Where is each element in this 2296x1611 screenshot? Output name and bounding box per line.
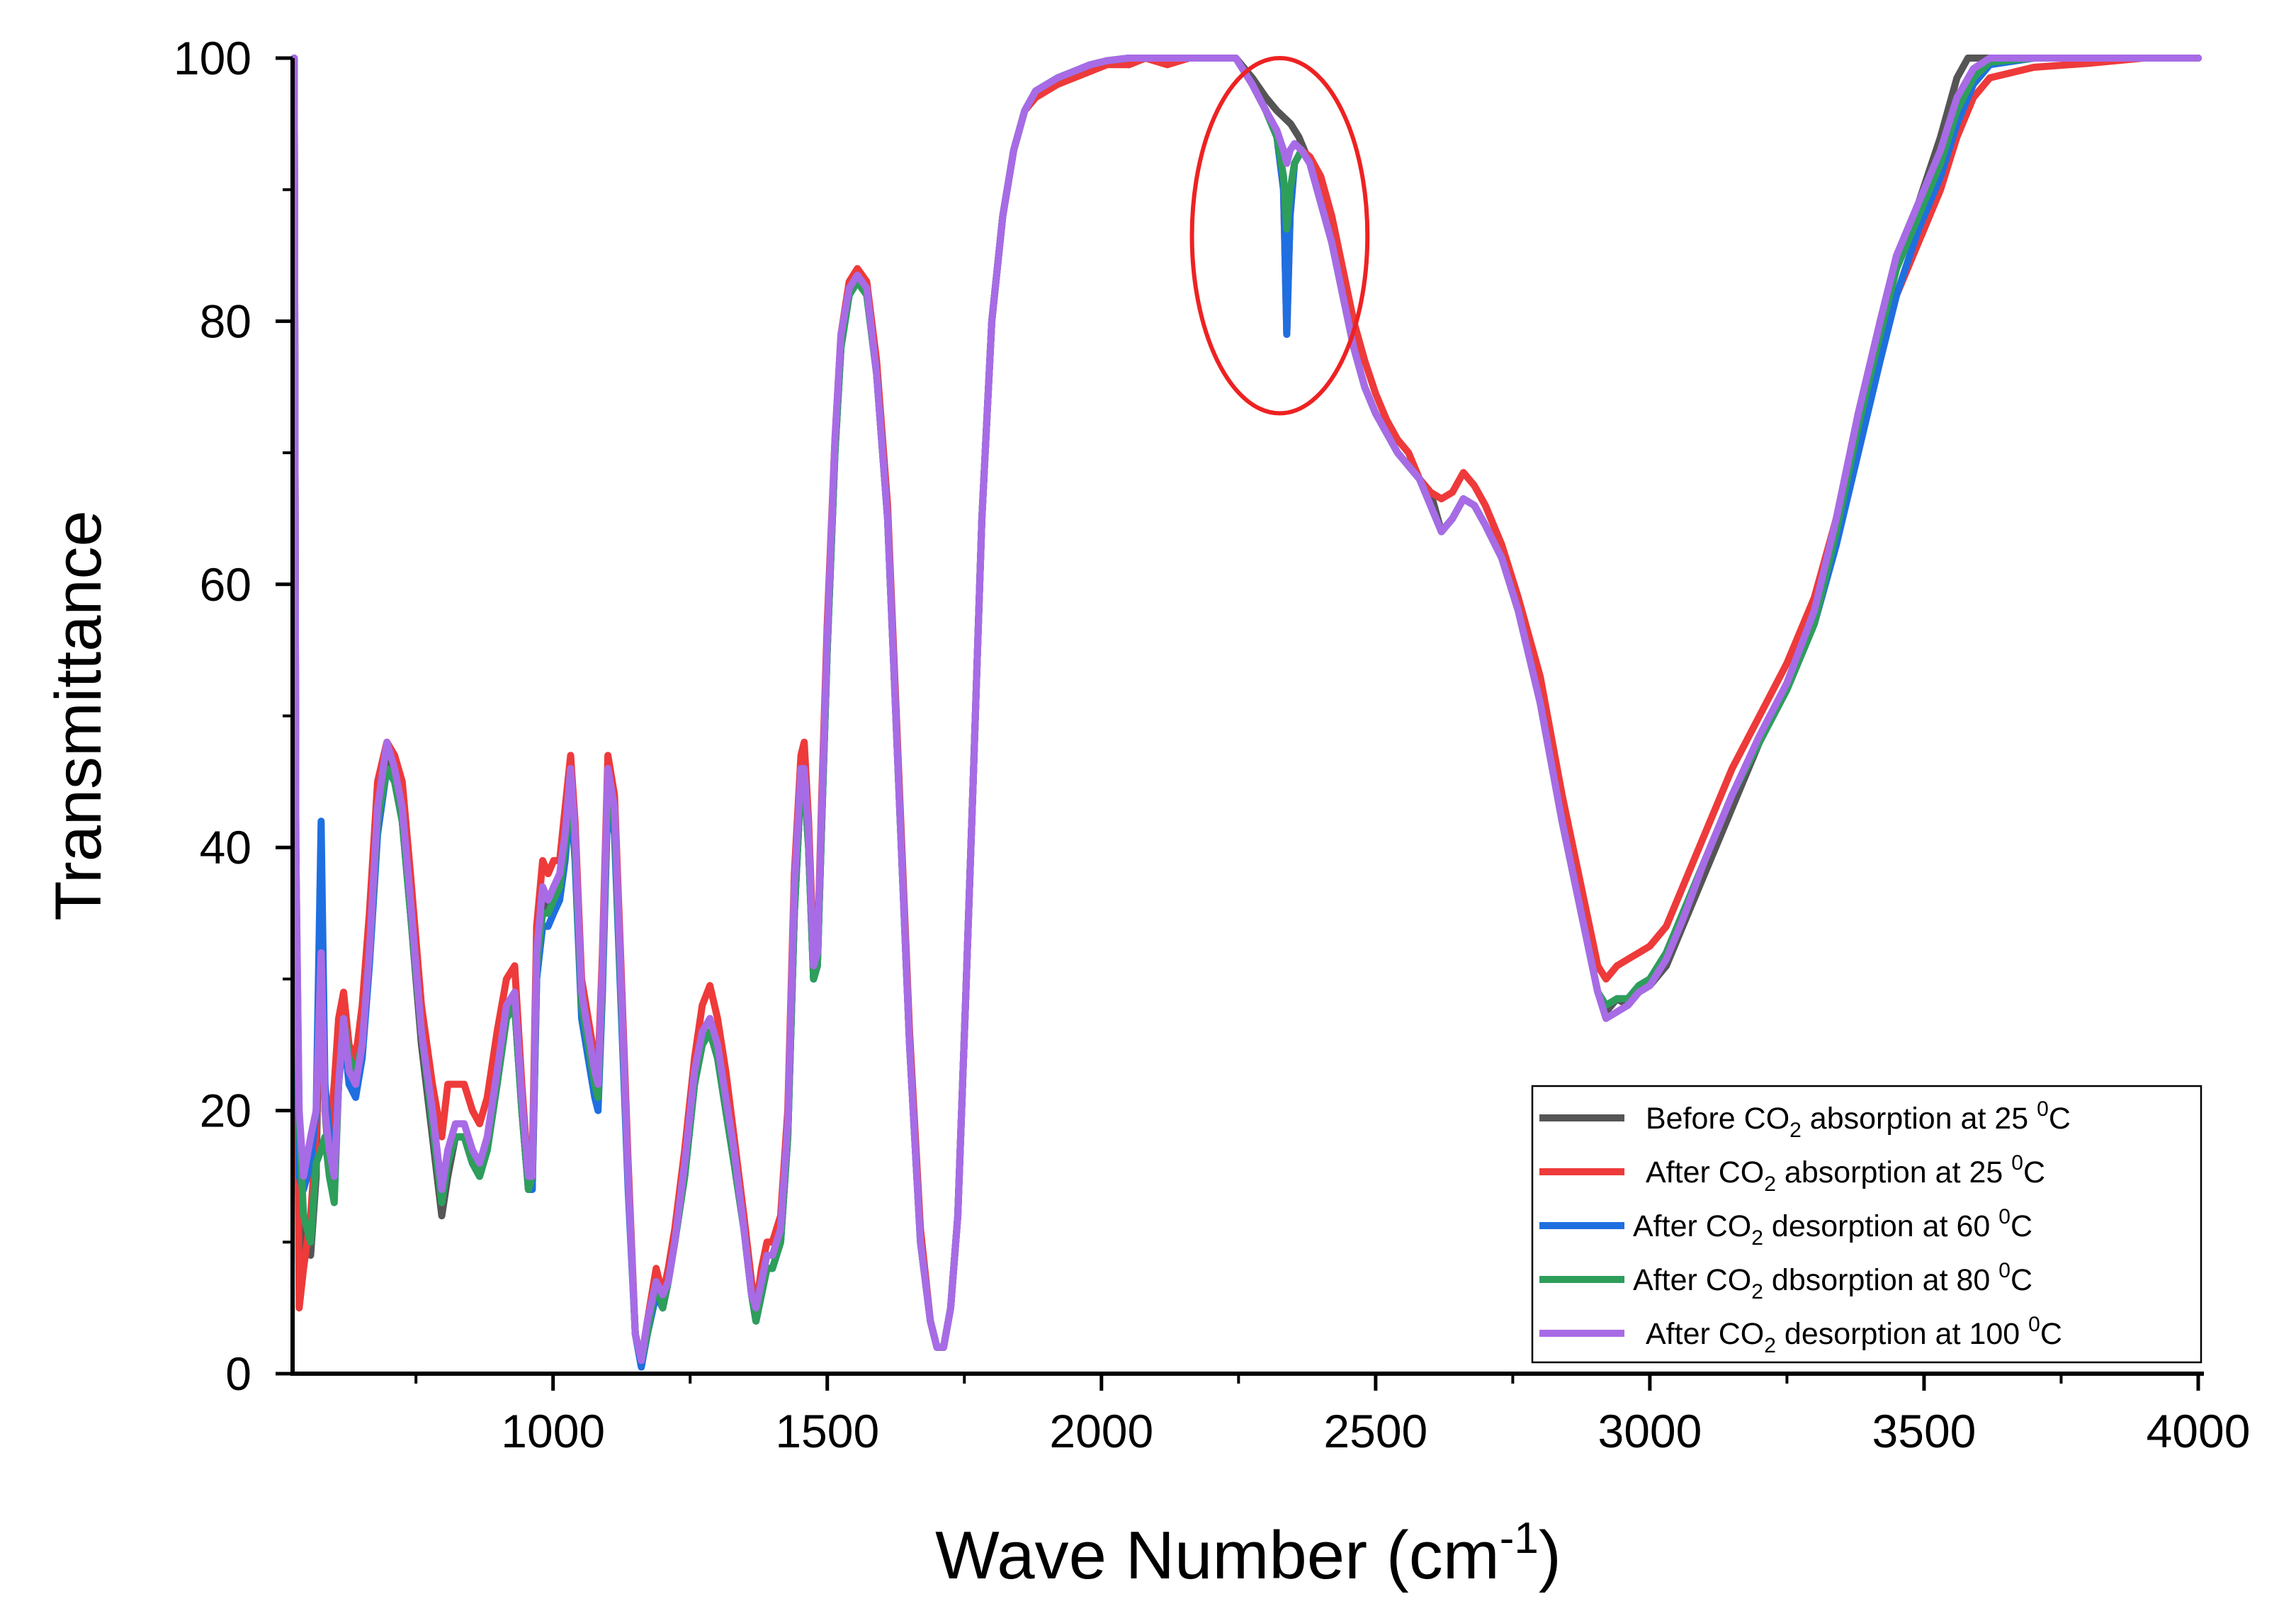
x-tick-label: 1500 [775, 1405, 879, 1457]
y-tick-label: 20 [200, 1085, 251, 1137]
legend-label-3: After CO2 desorption at 60 0C [1633, 1205, 2032, 1250]
x-axis-unit-close: ) [1539, 1517, 1561, 1593]
legend: Before CO2 absorption at 25 0C After CO2 … [1531, 1085, 2202, 1364]
ticks-layer: 1000 1500 2000 2500 3000 3500 4000 0 20 40 60 80 100 [174, 32, 2251, 1457]
x-tick-label: 2500 [1323, 1405, 1427, 1457]
highlight-ellipse [1189, 56, 1370, 416]
y-tick-label: 40 [200, 821, 251, 874]
x-axis-title: Wave Number (cm-1) [935, 1514, 1561, 1593]
x-tick-label: 2000 [1049, 1405, 1153, 1457]
y-tick-label: 100 [174, 32, 251, 84]
x-tick-label: 3000 [1597, 1405, 1702, 1457]
series-layer [290, 55, 2202, 1371]
y-axis-title: Transmittance [43, 510, 115, 920]
legend-label-4: After CO2 dbsorption at 80 0C [1633, 1259, 2032, 1304]
legend-label-5: After CO2 desorption at 100 0C [1646, 1313, 2062, 1357]
legend-box [1531, 1085, 2202, 1364]
x-tick-label: 1000 [501, 1405, 605, 1457]
x-axis-unit-superscript: -1 [1500, 1514, 1539, 1563]
series-line-2 [290, 55, 2202, 1364]
x-tick-label: 4000 [2147, 1405, 2251, 1457]
x-axis-title-text: Wave Number [935, 1517, 1367, 1593]
y-tick-label: 80 [200, 295, 251, 347]
series-line-5 [290, 55, 2202, 1364]
y-tick-label: 0 [225, 1347, 251, 1400]
x-tick-label: 3500 [1872, 1405, 1977, 1457]
annotation-layer [1189, 56, 1370, 416]
y-tick-label: 60 [200, 558, 251, 611]
x-axis-unit: (cm [1367, 1517, 1500, 1593]
legend-label-2: After CO2 absorption at 25 0C [1646, 1151, 2045, 1196]
legend-label-1: Before CO2 absorption at 25 0C [1646, 1097, 2071, 1142]
